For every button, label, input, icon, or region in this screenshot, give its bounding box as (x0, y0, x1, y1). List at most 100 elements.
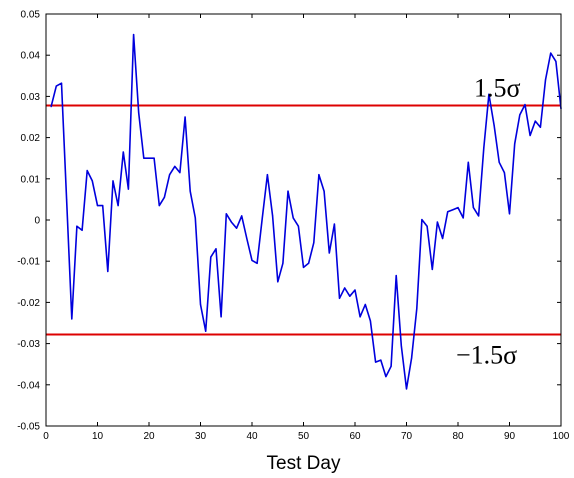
data-point (493, 124, 495, 126)
data-point (60, 82, 63, 84)
data-point (498, 161, 500, 163)
data-point (235, 227, 238, 229)
upper-sigma-label: 1.5σ (474, 73, 521, 102)
data-point (117, 204, 119, 207)
data-point (333, 223, 335, 225)
data-point (102, 204, 104, 207)
series-line (50, 33, 562, 390)
data-point (508, 213, 511, 215)
y-tick-label: -0.05 (17, 422, 40, 433)
data-point (174, 165, 176, 168)
y-tick-label: -0.04 (17, 380, 40, 391)
data-point (375, 361, 377, 363)
data-point (199, 303, 202, 306)
y-tick-label: -0.01 (17, 257, 40, 268)
data-point (81, 229, 83, 231)
data-point (272, 215, 274, 217)
data-point (292, 217, 294, 219)
data-point (132, 34, 135, 36)
y-tick-label: 0.01 (21, 174, 41, 185)
y-tick-label: 0.03 (21, 92, 41, 103)
data-point (503, 172, 505, 174)
data-point (338, 297, 341, 299)
data-point (169, 174, 171, 176)
data-point (76, 225, 78, 227)
data-point (261, 217, 263, 219)
data-point (441, 237, 444, 240)
data-point (256, 262, 258, 264)
data-point (66, 198, 68, 200)
data-point (158, 204, 160, 207)
data-point (210, 256, 212, 258)
series-group (50, 33, 562, 390)
x-tick-label: 60 (349, 431, 361, 442)
data-point (390, 365, 392, 367)
data-point (328, 252, 330, 254)
data-point (107, 270, 109, 273)
data-point (483, 147, 485, 149)
plot-frame (45, 13, 562, 427)
data-point (302, 266, 305, 268)
data-point (380, 359, 382, 361)
data-point (534, 120, 536, 122)
data-point (457, 207, 459, 209)
data-point (529, 134, 531, 137)
data-point (71, 318, 73, 320)
data-point (344, 287, 346, 289)
data-point (308, 262, 310, 264)
x-tick-label: 50 (298, 431, 310, 442)
data-point (55, 85, 57, 87)
x-tick-label: 70 (401, 431, 413, 442)
data-point (467, 161, 469, 163)
x-tick-label: 40 (246, 431, 258, 442)
x-axis-ticks: 0 10 20 30 40 50 60 70 80 90 100 (43, 14, 570, 442)
data-point (318, 174, 320, 176)
data-point (153, 157, 155, 159)
data-point (138, 112, 140, 114)
data-point (127, 188, 129, 190)
y-tick-label: -0.02 (17, 298, 40, 309)
data-point (421, 218, 423, 221)
y-tick-label: 0 (34, 216, 40, 227)
x-tick-label: 30 (195, 431, 207, 442)
data-point (555, 60, 557, 62)
data-point (163, 196, 166, 198)
data-point (122, 151, 124, 153)
data-point (225, 213, 227, 215)
data-point (282, 262, 284, 264)
data-point (215, 248, 217, 250)
x-tick-label: 0 (43, 431, 49, 442)
data-point (488, 93, 490, 95)
y-tick-label: 0.05 (21, 10, 41, 21)
data-point (91, 180, 93, 182)
data-point (86, 169, 88, 172)
data-point (395, 275, 397, 277)
data-point (112, 180, 114, 182)
data-point (364, 303, 366, 306)
data-point (194, 217, 196, 219)
data-point (385, 375, 387, 378)
y-axis-ticks: -0.05 -0.04 -0.03 -0.02 -0.01 0 0.01 0.02 0.03 0.… (17, 10, 561, 433)
data-point (230, 221, 232, 223)
x-tick-label: 100 (553, 431, 570, 442)
data-point (416, 307, 418, 310)
x-tick-label: 20 (143, 431, 155, 442)
data-point (452, 209, 454, 211)
data-point (359, 316, 361, 318)
data-point (447, 211, 449, 213)
data-point (411, 357, 413, 359)
data-point (287, 190, 289, 192)
data-point (354, 289, 356, 291)
data-point (189, 190, 191, 192)
lower-sigma-label: −1.5σ (456, 341, 517, 370)
data-point (426, 225, 428, 227)
reference-labels: 1.5σ −1.5σ (456, 73, 521, 369)
data-point (241, 215, 243, 217)
y-tick-label: -0.03 (17, 339, 40, 350)
data-point (313, 242, 315, 244)
data-point (220, 316, 222, 318)
data-point (96, 204, 99, 207)
data-point (246, 237, 248, 240)
x-tick-label: 10 (92, 431, 104, 442)
